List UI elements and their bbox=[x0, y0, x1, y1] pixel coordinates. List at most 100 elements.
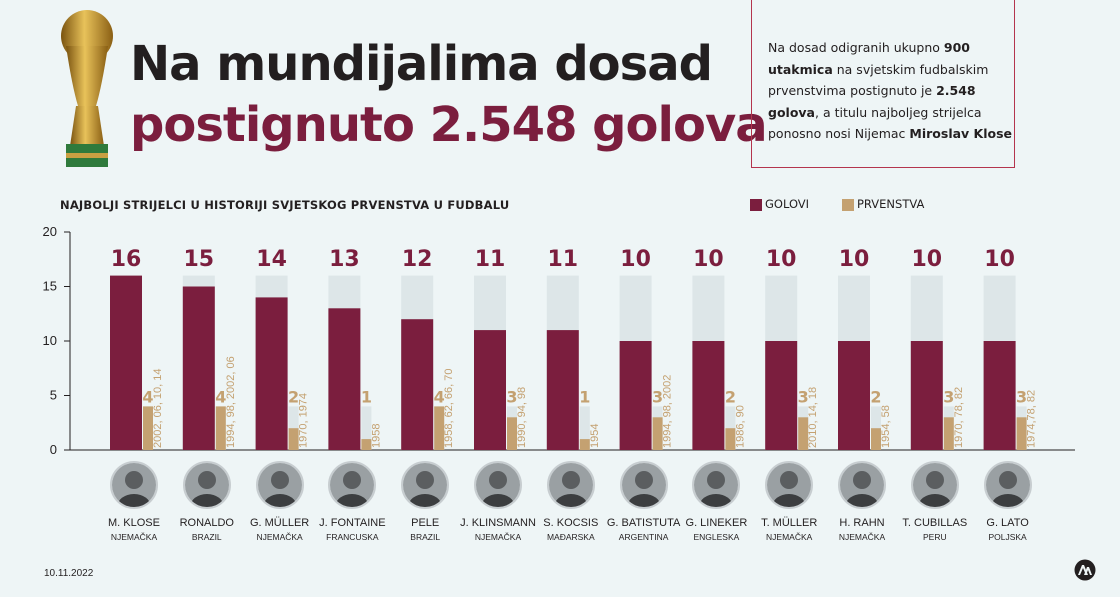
goals-value-label: 11 bbox=[547, 247, 578, 272]
legend-label-championships: PRVENSTVA bbox=[857, 197, 925, 211]
chart-title: NAJBOLJI STRIJELCI U HISTORIJI SVJETSKOG… bbox=[60, 198, 510, 212]
championship-years-label: 2010, 14, 18 bbox=[807, 387, 819, 448]
player-item: J. FONTAINE FRANCUSKA bbox=[302, 461, 402, 542]
goals-bar bbox=[474, 330, 506, 450]
goals-value-label: 11 bbox=[475, 247, 506, 272]
championships-value-label: 3 bbox=[506, 387, 517, 406]
player-name: G. MÜLLER bbox=[249, 517, 310, 529]
goals-value-label: 13 bbox=[329, 247, 360, 272]
championship-years-label: 1958, 62, 66, 70 bbox=[443, 368, 455, 448]
championships-value-label: 3 bbox=[652, 387, 663, 406]
player-item: J. KLINSMANN NJEMAČKA bbox=[448, 461, 548, 542]
goals-value-label: 10 bbox=[839, 247, 870, 272]
goals-value-label: 10 bbox=[620, 247, 651, 272]
player-name: PELE bbox=[411, 517, 440, 529]
player-country: NJEMAČKA bbox=[256, 532, 303, 542]
info-highlight-matches: 900 utakmica bbox=[768, 40, 970, 77]
goals-bar bbox=[401, 319, 434, 450]
player-item: M. KLOSE NJEMAČKA bbox=[84, 461, 184, 542]
player-avatar bbox=[328, 461, 377, 509]
publication-date: 10.11.2022 bbox=[44, 568, 94, 579]
player-item: G. BATISTUTA ARGENTINA bbox=[594, 461, 694, 542]
championships-bar bbox=[652, 417, 663, 450]
championship-years-label: 1990, 94, 98 bbox=[516, 387, 528, 448]
page-title-line-2: postignuto 2.548 golova bbox=[130, 97, 768, 153]
goals-bar bbox=[983, 341, 1016, 450]
player-name: G. BATISTUTA bbox=[606, 517, 681, 529]
player-item: G. LINEKER ENGLESKA bbox=[666, 461, 766, 542]
player-country: NJEMAČKA bbox=[110, 532, 158, 542]
championships-value-label: 4 bbox=[215, 387, 226, 406]
championships-value-label: 1 bbox=[361, 387, 372, 406]
championships-track bbox=[361, 406, 372, 450]
player-country: MAĐARSKA bbox=[546, 532, 595, 542]
goals-value-label: 14 bbox=[256, 247, 287, 272]
championship-years-label: 1958 bbox=[370, 424, 382, 448]
world-cup-trophy-icon bbox=[61, 10, 113, 167]
player-item: PELE BRAZIL bbox=[375, 461, 475, 542]
championship-years-label: 1974,78, 82 bbox=[1026, 390, 1038, 448]
player-country: PERU bbox=[922, 532, 947, 542]
player-name: J. FONTAINE bbox=[319, 517, 386, 529]
championships-bar bbox=[434, 406, 445, 450]
player-name: T. CUBILLAS bbox=[902, 517, 968, 529]
championships-value-label: 2 bbox=[288, 387, 299, 406]
player-name: M. KLOSE bbox=[108, 517, 160, 529]
championships-value-label: 4 bbox=[434, 387, 445, 406]
info-box-frame bbox=[751, 0, 1015, 168]
goals-value-label: 15 bbox=[183, 247, 214, 272]
y-tick-label: 10 bbox=[43, 333, 57, 348]
goals-value-label: 16 bbox=[111, 247, 142, 272]
player-avatar bbox=[546, 461, 595, 509]
player-item: G. MÜLLER NJEMAČKA bbox=[230, 461, 330, 542]
player-item: S. KOCSIS MAĐARSKA bbox=[521, 461, 621, 542]
player-avatar bbox=[765, 461, 814, 509]
championships-value-label: 3 bbox=[798, 387, 809, 406]
championships-value-label: 2 bbox=[870, 387, 881, 406]
championships-bar bbox=[798, 417, 809, 450]
player-name: G. LINEKER bbox=[685, 517, 748, 529]
player-country: BRAZIL bbox=[191, 532, 222, 542]
championships-bar bbox=[579, 439, 590, 450]
goals-value-label: 10 bbox=[766, 247, 797, 272]
goals-bar bbox=[910, 341, 943, 450]
player-avatar bbox=[619, 461, 668, 509]
goals-bar bbox=[765, 341, 798, 450]
player-avatar bbox=[838, 461, 886, 509]
legend-swatch-championships bbox=[842, 199, 854, 211]
goals-bar bbox=[255, 297, 288, 450]
goals-bar bbox=[838, 341, 870, 450]
y-tick-label: 15 bbox=[43, 279, 57, 294]
player-avatar bbox=[474, 461, 522, 509]
championship-years-label: 1954, 58 bbox=[880, 405, 892, 448]
championships-value-label: 4 bbox=[142, 387, 153, 406]
page-title-line-1: Na mundijalima dosad bbox=[130, 36, 713, 92]
championships-bar bbox=[288, 428, 299, 450]
championships-value-label: 1 bbox=[579, 387, 590, 406]
player-avatar bbox=[692, 461, 741, 509]
player-country: FRANCUSKA bbox=[326, 532, 379, 542]
championship-years-label: 1994, 98, 2002 bbox=[662, 375, 674, 448]
player-country: NJEMAČKA bbox=[766, 532, 813, 542]
player-avatar bbox=[255, 461, 304, 509]
championships-value-label: 3 bbox=[943, 387, 954, 406]
player-avatar bbox=[182, 461, 231, 509]
player-name: T. MÜLLER bbox=[761, 517, 818, 529]
goals-bar bbox=[692, 341, 725, 450]
championship-years-label: 1954 bbox=[589, 424, 601, 448]
championships-bar bbox=[725, 428, 736, 450]
player-avatar bbox=[401, 461, 450, 509]
player-name: H. RAHN bbox=[839, 517, 885, 529]
championships-value-label: 3 bbox=[1016, 387, 1027, 406]
legend-swatch-goals bbox=[750, 199, 762, 211]
player-name: J. KLINSMANN bbox=[460, 517, 536, 529]
player-item: T. MÜLLER NJEMAČKA bbox=[739, 461, 839, 542]
player-country: POLJSKA bbox=[988, 532, 1027, 542]
goals-bar bbox=[182, 286, 215, 450]
y-tick-label: 5 bbox=[50, 388, 57, 403]
player-name: G. LATO bbox=[986, 517, 1029, 529]
player-avatar bbox=[983, 461, 1032, 509]
player-item: RONALDO BRAZIL bbox=[157, 461, 257, 542]
goals-value-label: 10 bbox=[911, 247, 942, 272]
